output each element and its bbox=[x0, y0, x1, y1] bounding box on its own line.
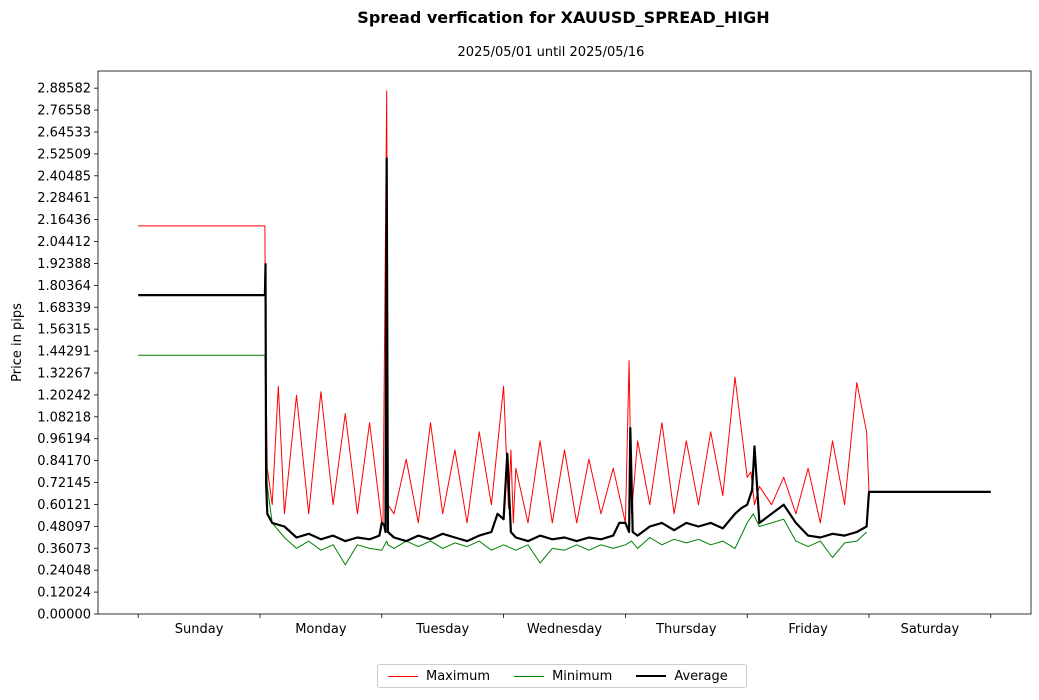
y-tick-label: 0.00000 bbox=[37, 608, 91, 623]
legend-label-average: Average bbox=[674, 668, 728, 684]
y-tick-label: 2.52509 bbox=[37, 147, 91, 162]
legend-item-average: Average bbox=[636, 668, 728, 684]
x-tick-label: Wednesday bbox=[527, 622, 603, 637]
y-tick-label: 2.28461 bbox=[37, 191, 91, 206]
y-axis-label: Price in pips bbox=[10, 303, 25, 382]
y-tick-label: 0.60121 bbox=[37, 498, 91, 513]
x-tick-label: Sunday bbox=[175, 622, 224, 637]
y-tick-label: 0.84170 bbox=[37, 454, 91, 469]
y-tick-label: 2.64533 bbox=[37, 125, 91, 140]
y-tick-label: 2.16436 bbox=[37, 213, 91, 228]
chart-subtitle: 2025/05/01 until 2025/05/16 bbox=[457, 45, 645, 60]
y-tick-label: 2.88582 bbox=[37, 82, 91, 97]
legend-swatch-minimum bbox=[514, 675, 545, 677]
x-tick-label: Monday bbox=[295, 622, 347, 637]
y-tick-label: 1.56315 bbox=[37, 323, 91, 338]
y-tick-label: 1.92388 bbox=[37, 257, 91, 272]
legend-label-minimum: Minimum bbox=[552, 668, 613, 684]
y-tick-label: 2.04412 bbox=[37, 235, 91, 250]
legend-swatch-maximum bbox=[388, 675, 418, 677]
chart-title: Spread verfication for XAUUSD_SPREAD_HIG… bbox=[357, 8, 770, 27]
legend-label-maximum: Maximum bbox=[426, 668, 491, 684]
y-tick-label: 1.80364 bbox=[37, 279, 91, 294]
y-tick-label: 0.36073 bbox=[37, 542, 91, 557]
y-tick-label: 0.96194 bbox=[37, 432, 91, 447]
y-tick-label: 1.20242 bbox=[37, 388, 91, 403]
y-tick-label: 1.68339 bbox=[37, 301, 91, 316]
legend-item-maximum: Maximum bbox=[388, 669, 490, 684]
y-tick-label: 2.76558 bbox=[37, 104, 91, 119]
y-tick-label: 1.32267 bbox=[37, 366, 91, 381]
y-tick-label: 0.12024 bbox=[37, 586, 91, 601]
series-line-average bbox=[138, 157, 991, 543]
series-line-maximum bbox=[138, 90, 870, 524]
y-tick-label: 1.44291 bbox=[37, 345, 91, 360]
x-tick-label: Friday bbox=[788, 622, 828, 637]
x-tick-label: Tuesday bbox=[415, 622, 469, 637]
x-tick-label: Saturday bbox=[901, 622, 960, 637]
plot-frame bbox=[97, 70, 1032, 615]
y-tick-label: 0.48097 bbox=[37, 520, 91, 535]
y-tick-label: 2.40485 bbox=[37, 169, 91, 184]
x-tick-label: Thursday bbox=[655, 622, 717, 637]
series-line-minimum bbox=[138, 354, 867, 566]
y-tick-label: 0.24048 bbox=[37, 564, 91, 579]
y-tick-label: 1.08218 bbox=[37, 410, 91, 425]
chart-legend: Maximum Minimum Average bbox=[377, 664, 747, 688]
y-tick-label: 0.72145 bbox=[37, 476, 91, 491]
legend-swatch-average bbox=[636, 675, 667, 677]
legend-item-minimum: Minimum bbox=[514, 669, 612, 684]
